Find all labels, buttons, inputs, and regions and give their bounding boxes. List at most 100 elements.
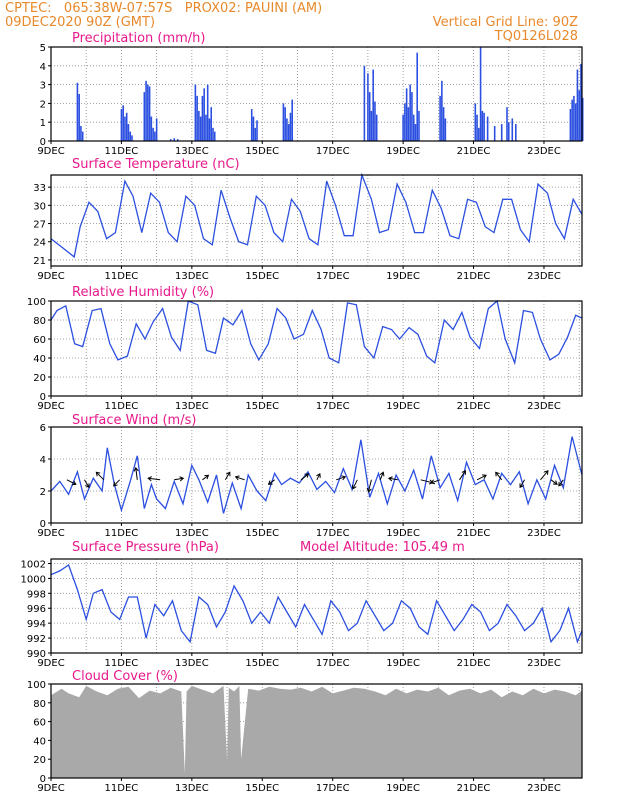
x-tick-label: 19DEC — [386, 658, 420, 669]
x-tick-label: 9DEC — [37, 783, 64, 794]
precip-bar — [194, 84, 197, 141]
x-tick-label: 23DEC — [527, 783, 561, 794]
y-tick-label: 0 — [40, 774, 46, 785]
rh-series-line — [50, 299, 583, 366]
wind-vector-head — [366, 487, 372, 493]
x-tick-label: 19DEC — [386, 528, 420, 539]
precip-bar — [124, 116, 126, 141]
precip-bar — [439, 95, 441, 141]
wind-vector — [459, 470, 466, 481]
precip-bar — [574, 103, 577, 141]
precip-bar — [176, 139, 179, 141]
wind-vector-head — [482, 474, 487, 479]
y-tick-label: 1002 — [21, 559, 46, 570]
wind-vector — [379, 472, 384, 480]
y-tick-label: 0 — [40, 519, 46, 530]
wind-vector-head — [71, 480, 77, 486]
wind-vector — [316, 473, 321, 481]
wind-vector-head — [304, 473, 310, 478]
x-tick-label: 21DEC — [457, 401, 491, 412]
header-station: CPTEC: 065:38W-07:57S PROX02: PAUINI (AM… — [5, 1, 323, 16]
precip-bar — [370, 110, 373, 141]
precip-bar — [256, 120, 258, 141]
precip-bar — [250, 109, 253, 141]
precip-bar — [372, 69, 374, 141]
precip-bar — [155, 118, 158, 141]
wind-vector-head — [351, 484, 357, 490]
precip-bar — [127, 124, 130, 141]
wind-vector — [300, 473, 309, 481]
precip-bar — [416, 52, 418, 141]
precip-bar — [206, 84, 209, 141]
wind-vector-head — [379, 471, 385, 477]
precip-bar — [287, 124, 290, 141]
y-tick-label: 33 — [33, 183, 46, 194]
wind-vector — [135, 467, 138, 480]
precip-bar — [122, 105, 124, 141]
precip-bar — [199, 116, 202, 141]
precip-bar — [131, 135, 133, 141]
precip-bar — [409, 84, 411, 141]
precip-bar — [441, 80, 443, 141]
wind-vector — [113, 479, 121, 487]
wind-vector — [495, 471, 503, 481]
rh-panel: Relative Humidity (%) 0 20 40 60 80 100 9DEC 11D… — [27, 285, 583, 412]
x-tick-label: 11DEC — [105, 271, 139, 282]
wind-vector-head — [234, 475, 240, 481]
precip-bar — [483, 112, 485, 141]
y-tick-label: 40 — [33, 354, 46, 365]
x-tick-label: 23DEC — [527, 528, 561, 539]
precip-bar — [286, 118, 288, 141]
precip-bar — [203, 88, 205, 141]
wind-vector-head — [316, 472, 321, 478]
y-tick-label: 20 — [33, 755, 46, 766]
wind-vector-head — [133, 466, 139, 472]
x-tick-label: 11DEC — [105, 783, 139, 794]
x-tick-label: 13DEC — [175, 783, 209, 794]
precip-panel: Precipitation (mm/h) 0 1 2 3 4 5 9DEC 11DEC 13DEC… — [37, 31, 584, 157]
precip-bar — [210, 107, 213, 141]
precip-bar — [375, 114, 378, 141]
precip-bar — [150, 116, 153, 141]
wind-vector-head — [519, 483, 524, 489]
precip-bar — [201, 95, 204, 141]
y-tick-label: 60 — [33, 335, 46, 346]
precip-bar — [412, 114, 415, 141]
precip-bar — [411, 92, 413, 141]
y-tick-label: 990 — [27, 649, 46, 660]
wind-series-line — [50, 436, 583, 514]
y-tick-label: 20 — [33, 373, 46, 384]
precip-bar — [196, 95, 198, 141]
x-tick-label: 21DEC — [457, 271, 491, 282]
y-tick-label: 4 — [40, 62, 46, 73]
x-tick-label: 15DEC — [245, 783, 279, 794]
y-tick-label: 4 — [40, 455, 46, 466]
x-tick-label: 21DEC — [457, 658, 491, 669]
x-tick-label: 13DEC — [175, 401, 209, 412]
wind-vector — [268, 479, 275, 485]
pres-panel: Surface Pressure (hPa) Model Altitude: 10… — [21, 540, 583, 669]
precip-bar — [405, 88, 408, 141]
x-tick-label: 11DEC — [105, 528, 139, 539]
precip-title: Precipitation (mm/h) — [72, 31, 205, 46]
y-tick-label: 21 — [33, 256, 46, 267]
precip-bar — [198, 110, 200, 141]
precip-bar — [254, 127, 257, 141]
x-tick-label: 13DEC — [175, 528, 209, 539]
wind-vector-head — [147, 476, 152, 482]
precip-bar — [289, 112, 292, 141]
precip-bar — [213, 131, 216, 141]
wind-vector — [66, 479, 77, 485]
precip-bar — [284, 107, 286, 141]
precip-bar — [515, 124, 517, 141]
x-tick-label: 9DEC — [37, 401, 64, 412]
x-tick-label: 23DEC — [527, 271, 561, 282]
y-tick-label: 0 — [40, 137, 46, 148]
y-tick-label: 998 — [27, 589, 46, 600]
wind-frame — [50, 426, 583, 524]
wind-vector-head — [543, 470, 549, 475]
wind-vector — [558, 479, 564, 487]
x-tick-label: 9DEC — [37, 658, 64, 669]
header-model: TQ0126L028 — [494, 29, 578, 44]
cloud-title: Cloud Cover (%) — [72, 669, 178, 684]
